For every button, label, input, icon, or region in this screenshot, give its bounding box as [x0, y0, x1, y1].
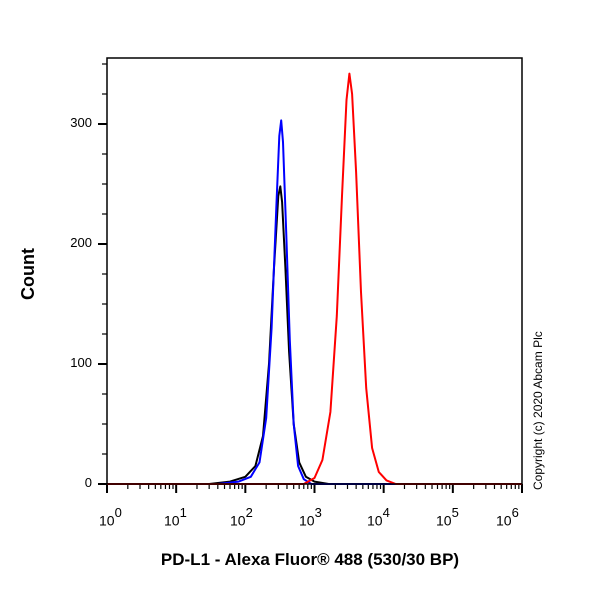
x-tick-label: 101 — [164, 505, 187, 529]
y-tick-label: 300 — [70, 115, 92, 130]
x-tick-label: 102 — [230, 505, 253, 529]
y-axis-title: Count — [18, 248, 38, 300]
x-tick-label: 100 — [99, 505, 122, 529]
axes — [98, 63, 523, 493]
y-tick-label: 200 — [70, 235, 92, 250]
series-line-2 — [107, 72, 522, 485]
x-tick-label: 104 — [367, 505, 390, 529]
y-tick-label: 100 — [70, 355, 92, 370]
x-tick-label: 106 — [496, 505, 519, 529]
series-line-0 — [107, 185, 522, 485]
plot-frame — [106, 57, 523, 485]
x-axis-title: PD-L1 - Alexa Fluor® 488 (530/30 BP) — [160, 550, 460, 569]
copyright-annotation: Copyright (c) 2020 Abcam Plc — [531, 331, 545, 490]
x-tick-label: 105 — [436, 505, 459, 529]
x-tick-label: 103 — [299, 505, 322, 529]
y-tick-label: 0 — [84, 475, 92, 490]
series-group — [107, 72, 522, 485]
series-line-1 — [107, 119, 522, 485]
